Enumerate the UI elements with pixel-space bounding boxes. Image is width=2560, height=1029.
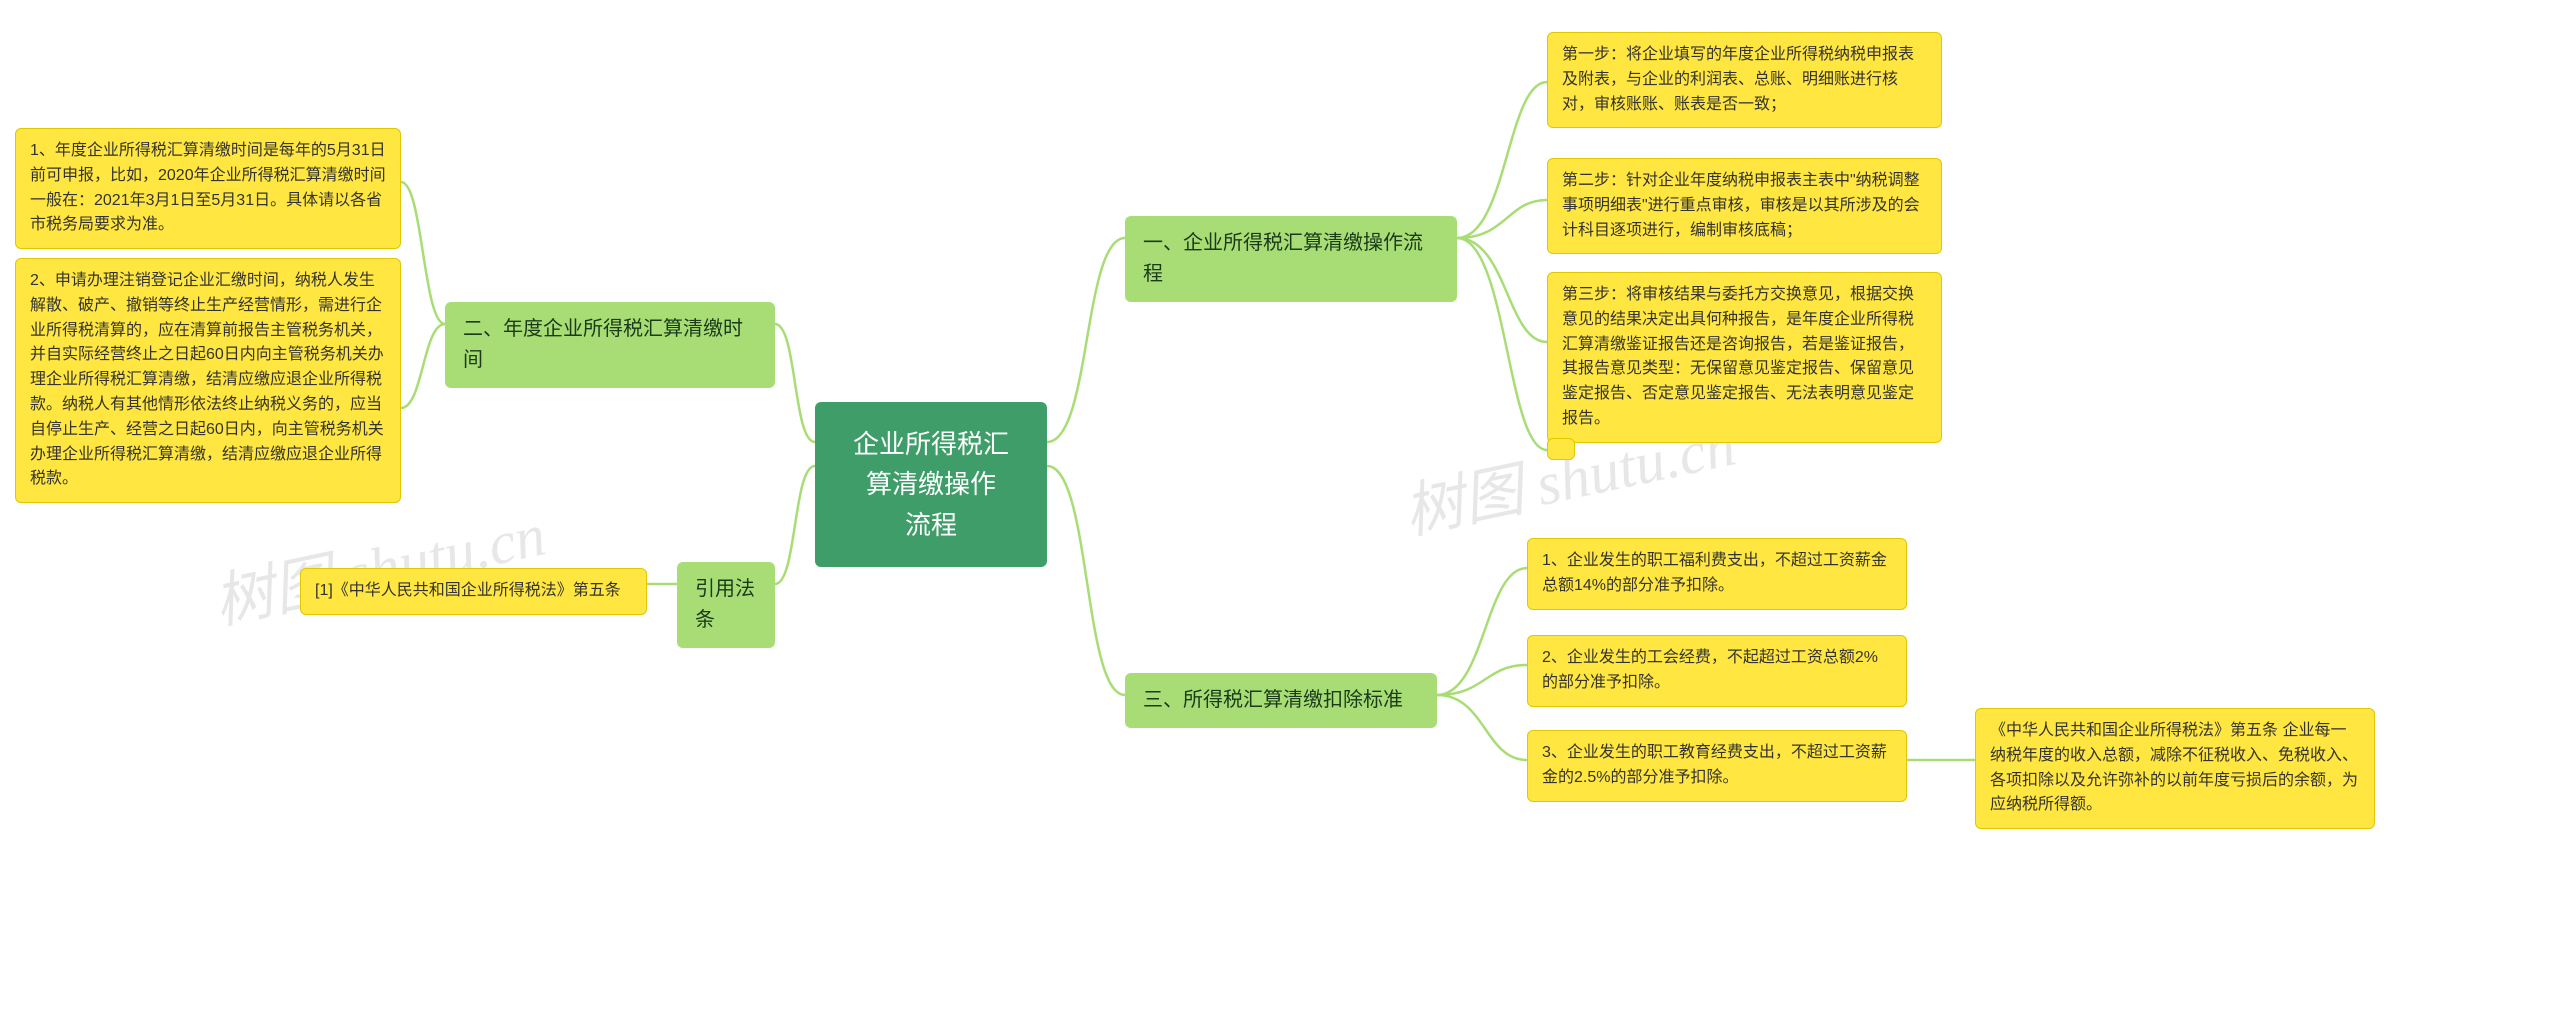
leaf-text: 1、企业发生的职工福利费支出，不超过工资薪金总额14%的部分准予扣除。: [1542, 552, 1887, 594]
leaf-node[interactable]: 1、企业发生的职工福利费支出，不超过工资薪金总额14%的部分准予扣除。: [1527, 538, 1907, 610]
leaf-text: 《中华人民共和国企业所得税法》第五条 企业每一纳税年度的收入总额，减除不征税收入…: [1990, 722, 2358, 813]
leaf-text: 2、申请办理注销登记企业汇缴时间，纳税人发生解散、破产、撤销等终止生产经营情形，…: [30, 272, 384, 487]
leaf-text: 1、年度企业所得税汇算清缴时间是每年的5月31日前可申报，比如，2020年企业所…: [30, 142, 386, 233]
leaf-node-empty[interactable]: [1547, 438, 1575, 460]
branch-label: 引用法条: [695, 578, 755, 631]
leaf-text: 第一步：将企业填写的年度企业所得税纳税申报表及附表，与企业的利润表、总账、明细账…: [1562, 46, 1914, 113]
leaf-text: 第三步：将审核结果与委托方交换意见，根据交换意见的结果决定出具何种报告，是年度企…: [1562, 286, 1914, 427]
leaf-node[interactable]: 第三步：将审核结果与委托方交换意见，根据交换意见的结果决定出具何种报告，是年度企…: [1547, 272, 1942, 443]
leaf-text: 第二步：针对企业年度纳税申报表主表中"纳税调整事项明细表"进行重点审核，审核是以…: [1562, 172, 1920, 239]
branch-label: 一、企业所得税汇算清缴操作流程: [1143, 232, 1423, 285]
root-label: 企业所得税汇算清缴操作 流程: [853, 429, 1009, 540]
leaf-node[interactable]: 《中华人民共和国企业所得税法》第五条 企业每一纳税年度的收入总额，减除不征税收入…: [1975, 708, 2375, 829]
leaf-text: 3、企业发生的职工教育经费支出，不超过工资薪金的2.5%的部分准予扣除。: [1542, 744, 1887, 786]
branch-node-3[interactable]: 三、所得税汇算清缴扣除标准: [1125, 673, 1437, 728]
leaf-node[interactable]: [1]《中华人民共和国企业所得税法》第五条: [300, 568, 647, 615]
leaf-node[interactable]: 3、企业发生的职工教育经费支出，不超过工资薪金的2.5%的部分准予扣除。: [1527, 730, 1907, 802]
branch-node-cite[interactable]: 引用法条: [677, 562, 775, 648]
branch-label: 二、年度企业所得税汇算清缴时间: [463, 318, 743, 371]
leaf-node[interactable]: 1、年度企业所得税汇算清缴时间是每年的5月31日前可申报，比如，2020年企业所…: [15, 128, 401, 249]
leaf-node[interactable]: 2、企业发生的工会经费，不起超过工资总额2%的部分准予扣除。: [1527, 635, 1907, 707]
leaf-node[interactable]: 2、申请办理注销登记企业汇缴时间，纳税人发生解散、破产、撤销等终止生产经营情形，…: [15, 258, 401, 503]
mindmap-root[interactable]: 企业所得税汇算清缴操作 流程: [815, 402, 1047, 567]
leaf-text: [1]《中华人民共和国企业所得税法》第五条: [315, 582, 621, 599]
leaf-text: 2、企业发生的工会经费，不起超过工资总额2%的部分准予扣除。: [1542, 649, 1878, 691]
branch-label: 三、所得税汇算清缴扣除标准: [1143, 689, 1403, 711]
leaf-node[interactable]: 第一步：将企业填写的年度企业所得税纳税申报表及附表，与企业的利润表、总账、明细账…: [1547, 32, 1942, 128]
branch-node-2[interactable]: 二、年度企业所得税汇算清缴时间: [445, 302, 775, 388]
branch-node-1[interactable]: 一、企业所得税汇算清缴操作流程: [1125, 216, 1457, 302]
leaf-node[interactable]: 第二步：针对企业年度纳税申报表主表中"纳税调整事项明细表"进行重点审核，审核是以…: [1547, 158, 1942, 254]
